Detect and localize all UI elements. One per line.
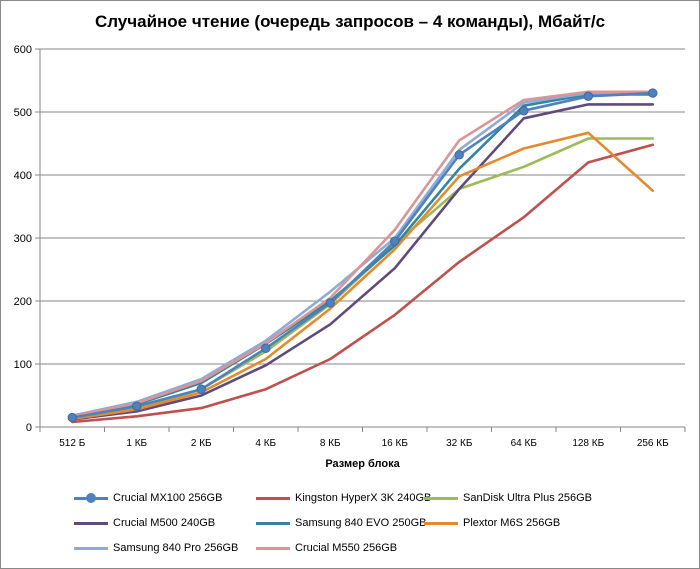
legend-label: Crucial M500 240GB xyxy=(113,517,216,529)
series-point xyxy=(261,343,271,353)
y-axis-ticks: 0 100 200 300 400 500 600 xyxy=(14,44,40,434)
series-point xyxy=(583,91,593,101)
legend-label: Crucial MX100 256GB xyxy=(113,492,223,504)
legend-swatch xyxy=(72,517,110,529)
series-line-6 xyxy=(71,91,655,418)
series-point xyxy=(519,106,529,116)
legend-item: Crucial M550 256GB xyxy=(254,538,397,558)
legend-label: Samsung 840 Pro 256GB xyxy=(113,542,239,554)
series-point xyxy=(454,150,464,160)
legend-label: Kingston HyperX 3K 240GB xyxy=(295,492,432,504)
y-tick-label: 500 xyxy=(14,107,32,119)
legend-swatch xyxy=(254,517,292,529)
legend: Crucial MX100 256GB Kingston HyperX 3K 24… xyxy=(72,486,692,566)
x-tick-label: 2 КБ xyxy=(191,438,212,449)
legend-label: Plextor M6S 256GB xyxy=(463,517,561,529)
x-tick-label: 4 КБ xyxy=(255,438,276,449)
legend-swatch xyxy=(254,492,292,504)
legend-swatch xyxy=(422,492,460,504)
legend-item: Samsung 840 EVO 250GB xyxy=(254,513,426,533)
legend-swatch xyxy=(254,542,292,554)
y-tick-label: 100 xyxy=(14,359,32,371)
legend-label: Crucial M550 256GB xyxy=(295,542,398,554)
y-tick-label: 600 xyxy=(14,44,32,56)
chart-title: Случайное чтение (очередь запросов – 4 к… xyxy=(94,12,606,31)
x-axis-label: Размер блока xyxy=(325,458,400,470)
series-point xyxy=(196,384,206,394)
series-line-4 xyxy=(71,93,655,419)
gridlines xyxy=(40,48,685,365)
series-line-0 xyxy=(71,91,655,419)
legend-item: Plextor M6S 256GB xyxy=(422,513,560,533)
x-tick-label: 256 КБ xyxy=(637,438,669,449)
series-point xyxy=(648,88,658,98)
y-tick-label: 0 xyxy=(26,422,32,434)
legend-item: Crucial M500 240GB xyxy=(72,513,215,533)
series-line-5 xyxy=(71,131,655,421)
legend-item: Kingston HyperX 3K 240GB xyxy=(254,488,431,508)
legend-swatch xyxy=(422,517,460,529)
x-axis-ticks: 512 Б 1 КБ 2 КБ 4 КБ 8 КБ 16 КБ 32 КБ 64 КБ 128 … xyxy=(39,427,686,449)
x-tick-label: 64 КБ xyxy=(511,438,538,449)
y-tick-label: 400 xyxy=(14,170,32,182)
legend-item: Samsung 840 Pro 256GB xyxy=(72,538,238,558)
plot-area: 0 100 200 300 400 500 600 512 Б 1 КБ 2 КБ 4 КБ 8 К… xyxy=(14,44,686,449)
legend-swatch xyxy=(72,492,110,504)
y-tick-label: 200 xyxy=(14,296,32,308)
legend-swatch xyxy=(72,542,110,554)
series-markers xyxy=(67,88,658,423)
x-tick-label: 32 КБ xyxy=(446,438,473,449)
legend-item: SanDisk Ultra Plus 256GB xyxy=(422,488,592,508)
series-line-1 xyxy=(71,143,655,424)
series-point xyxy=(67,412,77,423)
series-point xyxy=(390,236,400,246)
series-line-3 xyxy=(71,103,655,421)
y-tick-label: 300 xyxy=(14,233,32,245)
legend-label: SanDisk Ultra Plus 256GB xyxy=(463,492,592,504)
x-tick-label: 512 Б xyxy=(59,438,85,449)
series-point xyxy=(132,401,142,411)
x-tick-label: 1 КБ xyxy=(126,438,147,449)
series-point xyxy=(325,298,335,308)
legend-label: Samsung 840 EVO 250GB xyxy=(295,517,427,529)
x-tick-label: 128 КБ xyxy=(572,438,604,449)
x-tick-label: 8 КБ xyxy=(320,438,341,449)
series-line-7 xyxy=(71,90,655,418)
legend-item: Crucial MX100 256GB xyxy=(72,488,222,508)
series-lines xyxy=(71,90,655,424)
x-tick-label: 16 КБ xyxy=(382,438,409,449)
